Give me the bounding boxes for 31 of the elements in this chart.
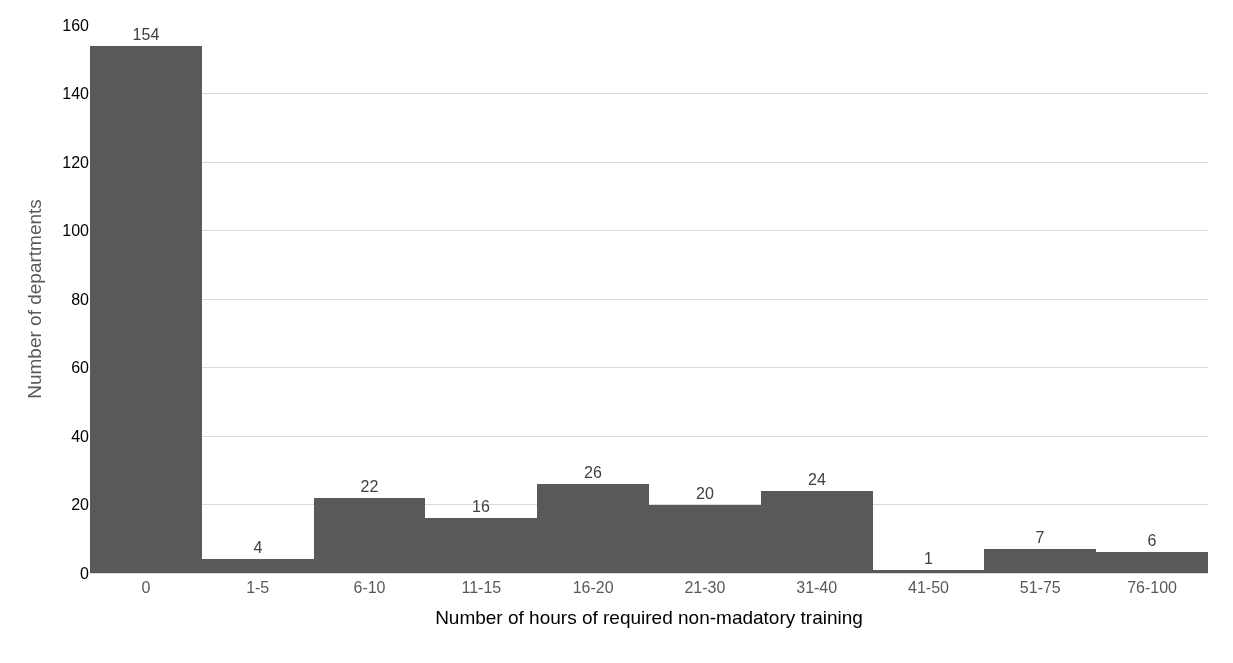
y-tick-label: 100 <box>62 222 90 240</box>
y-tick-label: 0 <box>80 564 90 582</box>
x-tick-label: 21-30 <box>684 579 726 597</box>
data-label: 24 <box>808 471 826 488</box>
y-tick-label: 60 <box>71 359 90 377</box>
x-axis-title: Number of hours of required non-madatory training <box>435 607 863 628</box>
y-tick-label: 80 <box>71 290 90 308</box>
data-label: 4 <box>253 539 263 556</box>
x-tick-label: 41-50 <box>908 579 950 597</box>
y-tick-label: 160 <box>62 16 90 34</box>
data-label: 6 <box>1147 532 1157 549</box>
data-label: 1 <box>924 550 933 567</box>
x-tick-label: 16-20 <box>572 579 614 597</box>
y-axis-title: Number of departments <box>24 199 46 399</box>
y-tick-label: 20 <box>71 496 90 514</box>
data-label: 22 <box>360 478 379 495</box>
x-tick-label: 31-40 <box>796 579 838 597</box>
data-label: 7 <box>1035 529 1045 546</box>
x-tick-label: 6-10 <box>353 579 386 597</box>
x-tick-label: 11-15 <box>461 579 502 597</box>
data-label: 16 <box>472 498 490 515</box>
data-label: 26 <box>584 464 602 481</box>
x-tick-label: 1-5 <box>246 579 270 597</box>
x-tick-label: 0 <box>141 579 151 597</box>
data-label: 154 <box>132 26 160 43</box>
x-tick-label: 51-75 <box>1019 579 1061 597</box>
y-tick-label: 140 <box>62 85 90 103</box>
y-tick-label: 120 <box>62 153 90 171</box>
y-tick-label: 40 <box>71 427 90 445</box>
x-tick-label: 76-100 <box>1127 579 1178 597</box>
data-label: 20 <box>696 485 714 502</box>
